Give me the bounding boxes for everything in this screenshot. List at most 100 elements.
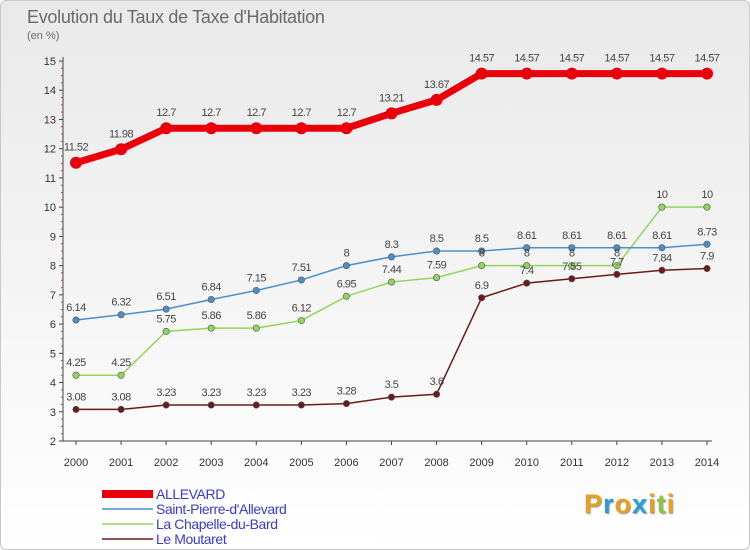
data-label: 7.44 bbox=[382, 264, 402, 276]
data-label: 3.23 bbox=[292, 387, 312, 399]
logo-letter: x bbox=[632, 489, 649, 519]
data-label: 3.23 bbox=[156, 387, 176, 399]
data-label: 7.4 bbox=[520, 265, 534, 277]
data-point bbox=[162, 305, 170, 313]
data-label: 7.59 bbox=[427, 260, 447, 272]
data-point bbox=[72, 371, 80, 379]
data-label: 3.5 bbox=[385, 379, 399, 391]
data-label: 4.25 bbox=[66, 357, 86, 369]
data-label: 8.73 bbox=[697, 226, 717, 238]
proxiti-logo: Proxiti bbox=[584, 489, 675, 520]
data-label: 8 bbox=[524, 248, 530, 260]
data-point bbox=[658, 266, 666, 274]
legend-label: Saint-Pierre-d'Allevard bbox=[156, 501, 286, 517]
data-label: 6.12 bbox=[292, 303, 312, 315]
data-label: 8.61 bbox=[517, 230, 537, 242]
data-label: 3.08 bbox=[111, 391, 131, 403]
y-tick-label: 7 bbox=[50, 290, 56, 302]
logo-letter: P bbox=[584, 489, 604, 519]
data-label: 8 bbox=[344, 248, 350, 260]
data-point bbox=[475, 67, 488, 80]
x-tick-label: 2008 bbox=[424, 457, 448, 469]
data-label: 12.7 bbox=[292, 107, 312, 119]
legend-label: Le Moutaret bbox=[156, 531, 227, 547]
data-point bbox=[117, 311, 125, 319]
data-label: 11.52 bbox=[64, 142, 89, 154]
data-point bbox=[207, 296, 215, 304]
data-point bbox=[252, 286, 260, 294]
data-label: 12.7 bbox=[247, 107, 267, 119]
legend-label: ALLEVARD bbox=[156, 486, 225, 502]
x-tick-label: 2007 bbox=[379, 457, 403, 469]
data-label: 6.95 bbox=[337, 278, 357, 290]
y-tick-label: 2 bbox=[50, 436, 56, 448]
data-point bbox=[207, 324, 215, 332]
data-label: 3.23 bbox=[202, 387, 222, 399]
data-label: 10 bbox=[656, 189, 668, 201]
data-point bbox=[70, 156, 82, 169]
data-point bbox=[117, 405, 125, 413]
x-tick-label: 2009 bbox=[469, 457, 493, 469]
data-label: 3.23 bbox=[247, 387, 267, 399]
data-point bbox=[252, 324, 260, 332]
data-point bbox=[162, 401, 170, 409]
y-tick-label: 13 bbox=[44, 114, 56, 126]
logo-letter: t bbox=[656, 489, 667, 519]
data-point bbox=[703, 265, 711, 273]
data-point bbox=[703, 240, 711, 248]
series-layer bbox=[70, 67, 713, 413]
data-point bbox=[162, 327, 170, 335]
data-point bbox=[295, 122, 308, 135]
data-point bbox=[297, 317, 305, 325]
data-point bbox=[387, 393, 395, 401]
data-point bbox=[613, 244, 621, 252]
data-label: 10 bbox=[701, 189, 713, 201]
y-tick-label: 3 bbox=[50, 407, 56, 419]
data-point bbox=[252, 401, 260, 409]
data-point bbox=[117, 371, 125, 379]
data-label: 11.98 bbox=[109, 128, 134, 140]
data-point bbox=[658, 244, 666, 252]
logo-letter: r bbox=[603, 489, 615, 519]
data-label: 8 bbox=[479, 248, 485, 260]
data-point bbox=[342, 292, 350, 300]
x-tick-label: 2012 bbox=[605, 457, 629, 469]
x-tick-label: 2005 bbox=[289, 457, 313, 469]
logo-letter: i bbox=[666, 489, 676, 519]
data-label: 3.28 bbox=[337, 386, 357, 398]
data-point bbox=[205, 122, 218, 135]
data-label: 8.61 bbox=[562, 230, 582, 242]
data-label: 12.7 bbox=[156, 107, 176, 119]
data-label: 14.57 bbox=[694, 53, 719, 65]
data-label: 7.15 bbox=[247, 272, 267, 284]
y-tick-label: 10 bbox=[44, 202, 56, 214]
data-point bbox=[430, 93, 443, 106]
data-label: 7.84 bbox=[652, 252, 672, 264]
x-tick-label: 2004 bbox=[244, 457, 268, 469]
data-label: 6.14 bbox=[66, 302, 86, 314]
x-axis-ticks: 2000 2001 2002 2003 2004 2005 2006 2007 2008 2009… bbox=[64, 441, 719, 469]
data-label: 7.9 bbox=[700, 251, 714, 263]
y-tick-label: 4 bbox=[50, 378, 56, 390]
data-point bbox=[613, 262, 621, 270]
data-label: 3.6 bbox=[430, 376, 444, 388]
data-point bbox=[387, 278, 395, 286]
data-label: 14.57 bbox=[559, 53, 584, 65]
y-tick-label: 15 bbox=[44, 56, 56, 68]
data-label: 8 bbox=[614, 248, 620, 260]
data-label: 6.9 bbox=[475, 280, 489, 292]
data-label: 6.84 bbox=[202, 282, 222, 294]
data-point bbox=[478, 247, 486, 255]
data-point bbox=[520, 67, 533, 80]
data-label: 8.3 bbox=[385, 239, 399, 251]
data-label-layer: 3.08 3.08 3.23 3.23 3.23 3.23 3.28 3.5 3.6 6.9 7.4… bbox=[64, 53, 721, 404]
data-point bbox=[297, 276, 305, 284]
data-label: 3.08 bbox=[66, 391, 86, 403]
data-label: 6.51 bbox=[156, 291, 176, 303]
data-point bbox=[613, 270, 621, 278]
data-label: 8.61 bbox=[607, 230, 627, 242]
x-tick-label: 2001 bbox=[109, 457, 133, 469]
